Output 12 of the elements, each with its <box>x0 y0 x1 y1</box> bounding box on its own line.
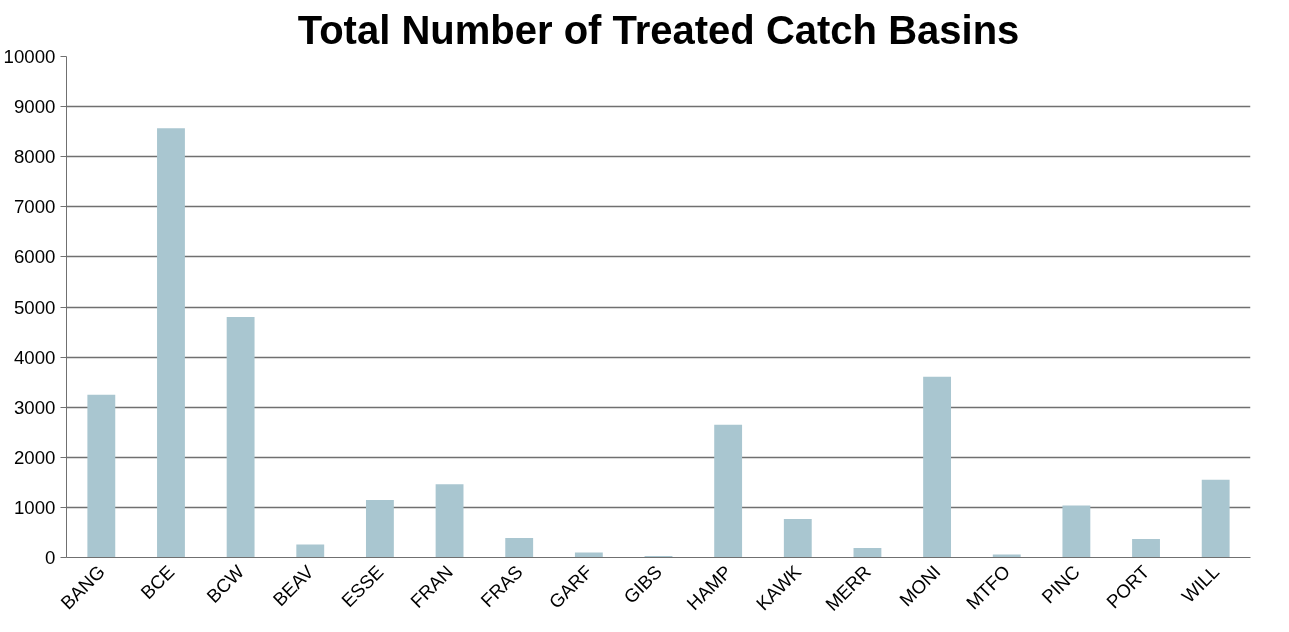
y-tick-label: 10000 <box>3 46 56 67</box>
y-tick-label: 7000 <box>14 196 56 218</box>
y-tick-label: 0 <box>45 547 56 568</box>
y-tick-label: 6000 <box>14 246 56 268</box>
y-tick-label: 8000 <box>14 146 56 168</box>
chart-title: Total Number of Treated Catch Basins <box>297 7 1020 52</box>
y-tick-label: 9000 <box>14 96 56 118</box>
y-tick-label: 4000 <box>14 346 56 368</box>
y-tick-label: 5000 <box>14 296 56 318</box>
y-tick-label: 2000 <box>14 446 56 468</box>
y-tick-label: 3000 <box>14 396 56 418</box>
y-tick-label: 1000 <box>14 496 56 518</box>
